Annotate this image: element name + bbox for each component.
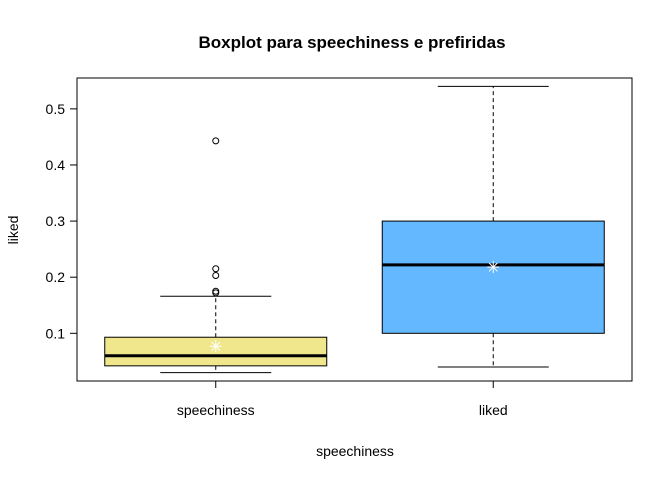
y-tick-label-0: 0.1	[46, 325, 66, 341]
x-tick-label-0: speechiness	[177, 402, 255, 418]
box-group-0	[104, 137, 328, 374]
x-axis-label: speechiness	[316, 443, 394, 459]
outlier-0-1	[212, 287, 220, 295]
x-tick-label-1: liked	[479, 402, 508, 418]
outlier-0-4	[212, 137, 220, 145]
x-axis: speechiness liked	[177, 380, 508, 418]
boxes-layer	[104, 85, 605, 374]
outlier-0-2	[212, 272, 220, 280]
mean-marker-0	[209, 340, 222, 353]
mean-marker-stroke-1-3	[488, 262, 498, 272]
box-group-1	[381, 85, 605, 368]
outlier-0-3	[212, 265, 220, 273]
y-tick-label-1: 0.2	[46, 269, 66, 285]
mean-marker-stroke-0-3	[211, 341, 221, 351]
box-1	[381, 220, 605, 334]
y-tick-label-4: 0.5	[46, 101, 66, 117]
y-axis-label: liked	[5, 216, 21, 245]
y-tick-label-2: 0.3	[46, 213, 66, 229]
y-axis: 0.1 0.2 0.3 0.4 0.5	[46, 101, 78, 341]
mean-marker-1	[487, 261, 500, 274]
y-tick-label-3: 0.4	[46, 157, 66, 173]
chart-title: Boxplot para speechiness e prefiridas	[198, 33, 505, 52]
